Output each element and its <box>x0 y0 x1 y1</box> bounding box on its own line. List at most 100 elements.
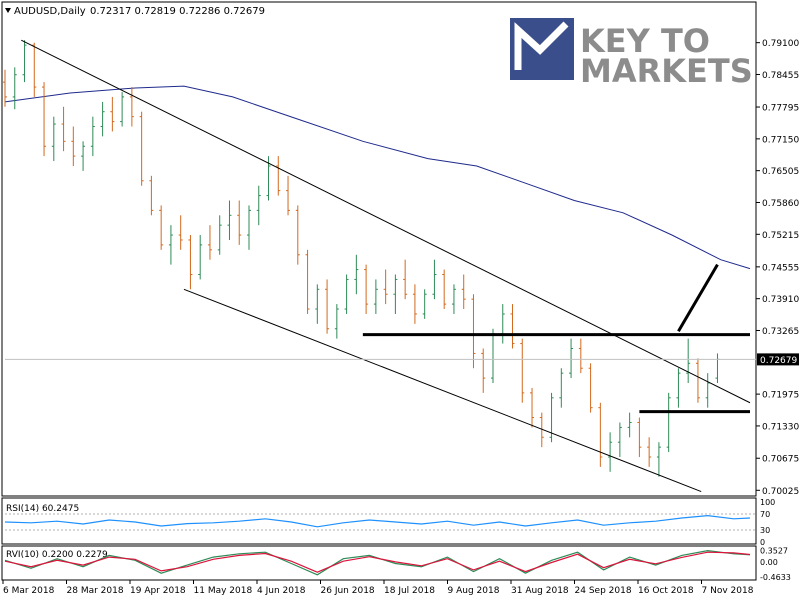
candle <box>178 215 183 250</box>
candle <box>451 284 456 314</box>
candle <box>666 392 671 453</box>
candle <box>403 259 408 300</box>
last-price-marker <box>757 353 799 366</box>
candle <box>471 294 476 369</box>
candle <box>432 259 437 300</box>
candle <box>578 338 583 374</box>
candle <box>481 348 486 393</box>
indicator-tick-label: -0.4633 <box>760 573 791 582</box>
time-tick-label: 11 May 2018 <box>194 586 253 596</box>
candle <box>42 82 47 157</box>
candle <box>110 96 115 132</box>
time-tick-label: 4 Jun 2018 <box>257 586 306 596</box>
annotations-layer <box>21 39 751 492</box>
candle <box>276 156 281 196</box>
price-tick-label: 0.70025 <box>762 487 799 497</box>
price-tick-label: 0.75860 <box>762 199 799 209</box>
rvi-layer <box>4 549 751 576</box>
candle <box>3 69 7 107</box>
price-tick-label: 0.75215 <box>762 231 799 241</box>
time-tick-label: 31 Aug 2018 <box>511 586 569 596</box>
candle <box>90 116 95 157</box>
candle <box>129 87 134 127</box>
candle <box>149 175 154 216</box>
price-tick-label: 0.73265 <box>762 327 799 337</box>
price-tick-label: 0.74555 <box>762 263 799 273</box>
rsi-layer <box>4 513 756 531</box>
price-axis: 0.79100 0.78455 0.77795 0.77150 0.76505 0.758… <box>5 39 799 497</box>
candle <box>686 338 691 384</box>
candle <box>227 200 232 240</box>
candle <box>217 215 222 255</box>
candle <box>198 235 203 280</box>
candle <box>520 338 525 403</box>
candle <box>344 274 349 314</box>
candle <box>51 116 56 162</box>
rsi-panel-frame <box>1 497 757 545</box>
candle <box>71 126 76 166</box>
candle <box>12 67 17 110</box>
price-tick-label: 0.79100 <box>762 39 799 49</box>
price-tick-label: 0.70675 <box>762 455 799 465</box>
candle <box>569 338 574 379</box>
candle <box>617 422 622 458</box>
candle <box>539 412 544 448</box>
candle <box>334 304 339 339</box>
time-tick-label: 6 Mar 2018 <box>3 586 55 596</box>
candle <box>325 279 330 334</box>
candle <box>383 269 388 305</box>
time-tick-label: 18 Jul 2018 <box>384 586 435 596</box>
price-tick-label: 0.76505 <box>762 167 799 177</box>
time-tick-label: 24 Sep 2018 <box>575 586 632 596</box>
indicator-tick-label: 0 <box>760 538 765 547</box>
time-axis: 6 Mar 2018 28 Mar 2018 19 Apr 2018 11 May 2… <box>2 580 754 596</box>
candle <box>422 289 427 319</box>
candle <box>676 368 681 408</box>
indicator-tick-label: 0.00 <box>760 558 778 567</box>
chart-header: AUDUSD,Daily 0.72317 0.72819 0.72286 0.7… <box>5 6 265 17</box>
time-tick-label: 28 Mar 2018 <box>67 586 124 596</box>
candle <box>530 387 535 428</box>
dropdown-triangle-icon[interactable] <box>5 8 11 13</box>
candle <box>695 358 700 403</box>
candle <box>100 101 105 137</box>
candle <box>637 417 642 458</box>
logo-line1: KEY TO <box>580 22 710 60</box>
rvi-panel-frame <box>1 545 757 581</box>
candle <box>22 40 27 83</box>
time-tick-label: 7 Nov 2018 <box>702 586 754 596</box>
price-tick-label: 0.72679 <box>760 356 797 366</box>
candle <box>354 254 359 295</box>
candle <box>647 437 652 467</box>
candle <box>393 274 398 314</box>
indicator-line <box>4 551 751 573</box>
candle <box>364 264 369 314</box>
candle <box>305 249 310 314</box>
candle <box>120 91 125 127</box>
time-tick-label: 19 Apr 2018 <box>130 586 186 596</box>
candle <box>412 284 417 324</box>
price-tick-label: 0.71330 <box>762 422 799 432</box>
candle <box>207 225 212 260</box>
key-to-markets-logo: KEY TO MARKETS <box>510 18 753 90</box>
time-tick-label: 26 Jun 2018 <box>321 586 375 596</box>
candle <box>559 368 564 408</box>
price-panel-frame <box>1 1 757 497</box>
logo-line2: MARKETS <box>580 52 753 90</box>
rvi-axis: 0.3527 0.00 -0.4633 <box>760 547 791 582</box>
price-tick-label: 0.71975 <box>762 391 799 401</box>
candle <box>598 402 603 467</box>
candle <box>139 111 144 186</box>
indicator-tick-label: 70 <box>760 510 770 519</box>
price-tick-label: 0.77795 <box>762 104 799 114</box>
candle <box>588 363 593 413</box>
candle <box>510 304 515 349</box>
candle <box>256 185 261 226</box>
candle <box>61 106 66 152</box>
candle <box>246 205 251 250</box>
arrow-annotation <box>677 263 719 332</box>
trendline-annotation <box>183 288 702 492</box>
candle <box>608 432 613 472</box>
